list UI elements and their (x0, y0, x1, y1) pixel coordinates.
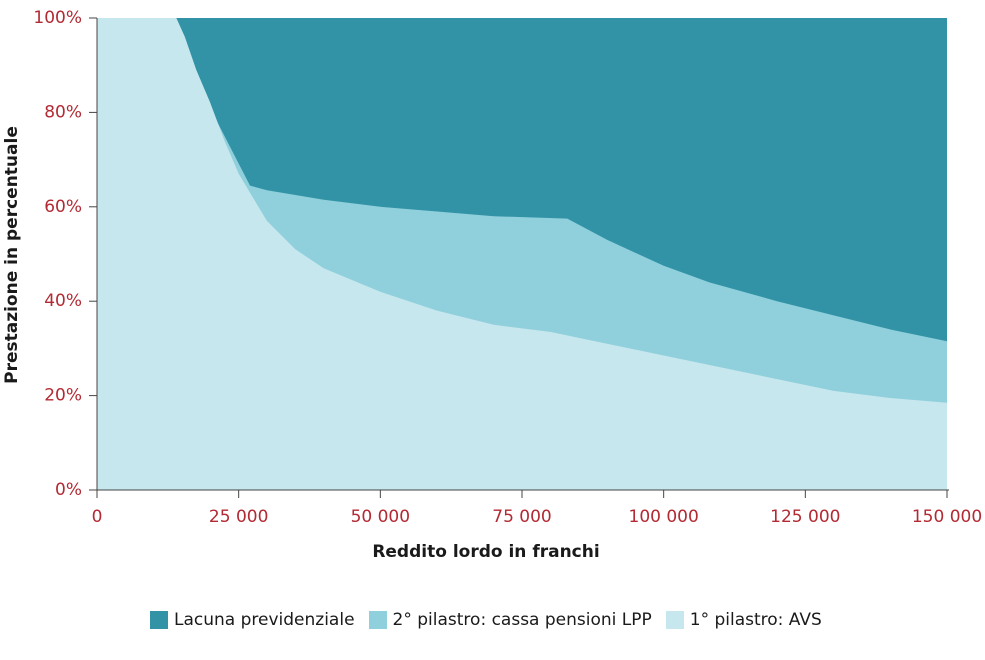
legend-swatch-lpp (368, 611, 387, 629)
x-axis-ticks: 0 25 000 50 000 75 000 100 000 125 000 150 000 (92, 490, 982, 527)
x-tick-label: 25 000 (209, 507, 268, 527)
y-tick-label: 80% (44, 102, 82, 122)
y-axis-title: Prestazione in percentuale (2, 126, 22, 384)
area-series-0 (97, 18, 947, 490)
legend-swatch-lacuna (150, 611, 168, 629)
legend-item-lpp: 2° pilastro: cassa pensioni LPP (368, 610, 652, 630)
legend-label-lpp: 2° pilastro: cassa pensioni LPP (392, 610, 652, 630)
y-axis-ticks: 0% 20% 40% 60% 80% 100% (33, 8, 97, 500)
chart-legend: Lacuna previdenziale 2° pilastro: cassa … (150, 608, 836, 632)
legend-swatch-avs (665, 611, 684, 629)
legend-label-lacuna: Lacuna previdenziale (174, 610, 355, 630)
chart-areas (97, 18, 947, 490)
x-axis-title: Reddito lordo in franchi (372, 542, 599, 562)
x-tick-label: 150 000 (912, 507, 982, 527)
y-tick-label: 0% (55, 480, 82, 500)
legend-item-lacuna: Lacuna previdenziale (150, 610, 355, 630)
y-tick-label: 100% (33, 8, 82, 28)
y-tick-label: 20% (44, 386, 82, 406)
y-tick-label: 40% (44, 291, 82, 311)
x-tick-label: 0 (92, 507, 103, 527)
y-tick-label: 60% (44, 197, 82, 217)
x-tick-label: 50 000 (351, 507, 410, 527)
x-tick-label: 75 000 (492, 507, 551, 527)
legend-label-avs: 1° pilastro: AVS (689, 610, 822, 630)
legend-item-avs: 1° pilastro: AVS (665, 610, 822, 630)
x-tick-label: 100 000 (629, 507, 699, 527)
x-tick-label: 125 000 (770, 507, 840, 527)
